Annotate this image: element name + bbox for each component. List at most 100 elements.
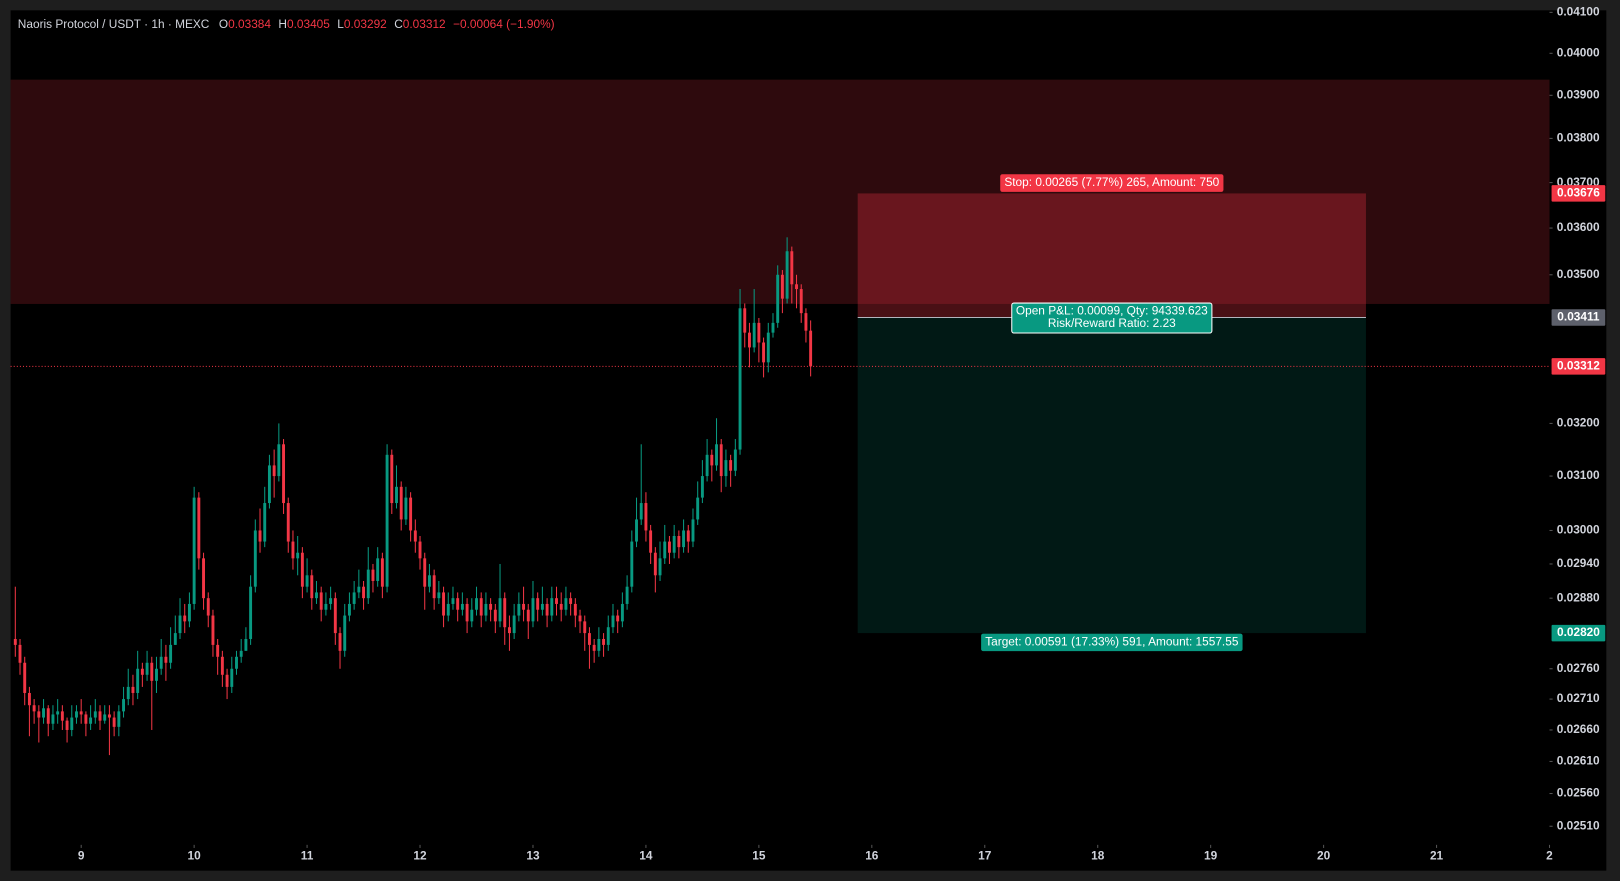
candle-body <box>305 575 309 587</box>
candle-body <box>545 603 549 616</box>
candle-body <box>705 454 709 477</box>
candle-body <box>536 598 540 610</box>
candle-body <box>747 332 751 348</box>
candle-body <box>220 656 224 675</box>
candle-body <box>230 668 234 687</box>
candle-body <box>107 714 111 718</box>
candle-body <box>639 503 643 520</box>
candle-body <box>65 720 69 730</box>
y-tick-label: 0.02610 <box>1557 754 1600 768</box>
ohlc-value: 0.03405 <box>287 17 330 31</box>
x-tick-label: 19 <box>1204 848 1218 862</box>
candle-body <box>225 674 229 687</box>
candle-body <box>395 486 398 504</box>
candle-body <box>696 497 700 520</box>
candle-body <box>616 615 620 622</box>
candle-body <box>324 603 328 610</box>
x-tick-label: 21 <box>1430 848 1444 862</box>
candle-body <box>178 615 182 634</box>
candle-body <box>117 711 121 727</box>
candle-body <box>804 313 808 331</box>
candle-body <box>136 668 140 693</box>
candle-body <box>564 598 568 610</box>
candle-body <box>776 274 780 323</box>
candle-body <box>451 598 455 604</box>
x-tick-label: 12 <box>413 848 427 862</box>
candle-body <box>738 308 742 450</box>
candle-body <box>686 530 690 542</box>
candle-body <box>329 598 333 604</box>
candle-body <box>390 454 394 504</box>
candle-body <box>611 615 615 628</box>
candle-body <box>404 497 408 520</box>
candle-body <box>418 541 422 559</box>
stop-price-tag: 0.03676 <box>1557 186 1600 200</box>
x-tick-label: 20 <box>1317 848 1331 862</box>
target-price-tag: 0.02820 <box>1557 625 1600 639</box>
candle-body <box>597 638 601 651</box>
candle-body <box>489 603 493 610</box>
candle-body <box>173 633 177 645</box>
candle-body <box>442 592 446 616</box>
x-tick-label: 16 <box>865 848 879 862</box>
candle-body <box>122 699 125 712</box>
ohlc-value: 0.03384 <box>228 17 271 31</box>
entry-price-tag: 0.03411 <box>1557 310 1600 324</box>
candle-body <box>42 708 45 718</box>
candle-body <box>126 686 130 700</box>
candle-body <box>300 552 304 587</box>
candle-body <box>253 530 257 587</box>
candle-body <box>507 627 511 634</box>
candle-body <box>569 598 573 604</box>
candle-body <box>512 615 516 634</box>
candle-body <box>282 444 286 504</box>
chart-background <box>10 10 1607 871</box>
candle-body <box>93 711 97 718</box>
y-tick-label: 0.03800 <box>1557 131 1600 145</box>
candle-body <box>503 598 507 628</box>
ohlc-label: H <box>278 17 287 31</box>
candle-body <box>555 598 558 604</box>
candle-body <box>715 444 718 466</box>
candle-body <box>517 603 521 616</box>
candle-body <box>131 686 135 693</box>
candle-body <box>371 569 375 581</box>
candle-body <box>493 609 497 622</box>
candle-body <box>385 454 389 587</box>
candle-body <box>446 603 450 616</box>
candle-body <box>197 497 201 559</box>
candle-body <box>56 711 60 715</box>
candle-body <box>653 552 657 576</box>
candle-body <box>409 497 413 531</box>
y-tick-label: 0.04000 <box>1557 45 1600 59</box>
zone <box>10 79 1550 304</box>
candle-body <box>465 603 469 622</box>
candle-body <box>531 598 535 622</box>
candle-body <box>663 541 667 559</box>
candle-body <box>620 603 624 622</box>
y-tick-label: 0.03900 <box>1557 87 1600 101</box>
stop-price-tag-box <box>1551 185 1606 202</box>
candle-body <box>498 598 502 622</box>
ohlc-label: C <box>394 17 403 31</box>
candle-body <box>587 633 591 645</box>
candle-body <box>37 711 41 718</box>
candle-body <box>649 530 653 553</box>
candle-body <box>211 615 215 645</box>
entry-price-tag-box <box>1551 309 1606 326</box>
candle-body <box>70 717 74 730</box>
candle-body <box>729 460 733 471</box>
candle-body <box>267 465 271 504</box>
candle-body <box>60 711 64 721</box>
y-tick-label: 0.02560 <box>1557 786 1600 800</box>
current-price-tag-box <box>1551 358 1606 375</box>
x-tick-label: 14 <box>639 848 653 862</box>
candle-body <box>522 603 526 610</box>
candle-body <box>625 586 629 604</box>
candle-body <box>583 621 587 634</box>
candle-body <box>658 558 662 576</box>
candle-body <box>89 717 93 724</box>
risk-reward-label: Risk/Reward Ratio: 2.23 <box>1048 316 1176 330</box>
candle-body <box>437 592 441 599</box>
